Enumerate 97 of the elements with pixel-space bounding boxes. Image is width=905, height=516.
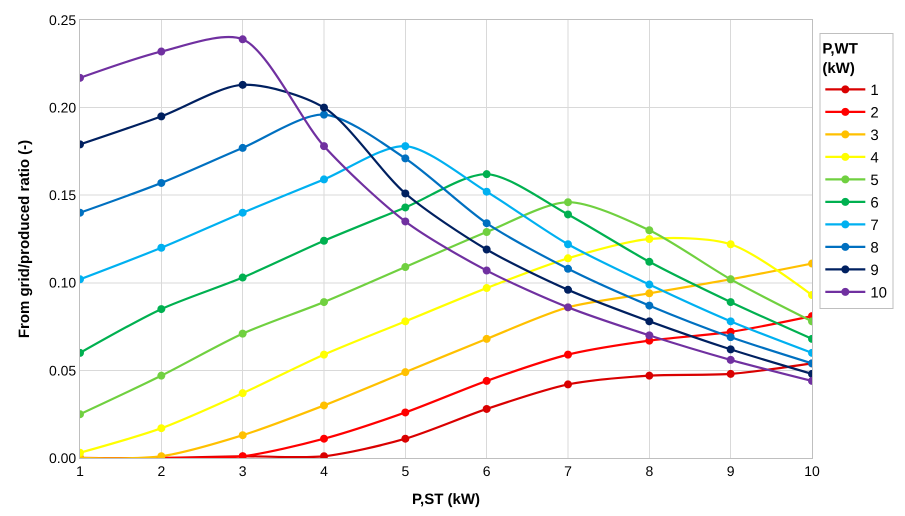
point (238, 80, 247, 89)
legend-label: 7 (870, 217, 879, 234)
point (645, 258, 654, 266)
point (238, 431, 247, 440)
point (482, 219, 491, 228)
x-axis-title: P,ST (kW) (412, 490, 480, 508)
y-axis-title: From grid/produced ratio (-) (16, 140, 34, 338)
point (482, 266, 491, 275)
point (157, 305, 166, 314)
y-tick-label: 0.20 (48, 100, 76, 116)
legend-label: 8 (870, 240, 879, 257)
point (482, 246, 491, 254)
point (726, 333, 735, 342)
point (482, 376, 491, 385)
point (726, 370, 735, 378)
point (401, 263, 410, 272)
point (401, 142, 410, 150)
point (401, 217, 410, 226)
legend-label: 2 (870, 104, 879, 122)
point (645, 226, 654, 234)
point (320, 142, 328, 150)
point (645, 372, 654, 380)
legend-label: 1 (870, 82, 879, 100)
legend-label: 10 (870, 284, 888, 302)
point (157, 244, 166, 252)
point (401, 189, 410, 198)
point (726, 317, 735, 326)
point (401, 154, 410, 162)
x-tick-label: 4 (320, 462, 328, 479)
x-tick-label: 5 (401, 462, 410, 479)
point (320, 104, 328, 112)
point (564, 264, 572, 273)
point (401, 317, 410, 326)
legend-title: P,WT (kW) (822, 40, 858, 78)
point (482, 284, 491, 292)
point (320, 298, 328, 306)
point (157, 48, 166, 56)
point (482, 170, 491, 178)
x-tick-label: 10 (804, 462, 820, 479)
x-tick-label: 6 (482, 462, 491, 479)
point (320, 350, 328, 359)
point (401, 408, 410, 416)
y-tick-label: 0.25 (48, 12, 76, 28)
point (482, 404, 491, 413)
point (238, 144, 247, 152)
point (564, 210, 572, 218)
point (401, 434, 410, 443)
point (726, 240, 735, 248)
point (320, 401, 328, 410)
point (320, 110, 328, 119)
legend-label: 4 (870, 150, 879, 167)
x-tick-label: 7 (564, 462, 572, 479)
point (238, 330, 247, 338)
point (564, 380, 572, 388)
x-tick-label: 8 (645, 462, 654, 479)
point (564, 198, 572, 206)
legend-label: 5 (870, 172, 879, 190)
point (645, 302, 654, 310)
legend-label: 9 (870, 262, 879, 280)
point (320, 236, 328, 245)
point (645, 280, 654, 289)
point (726, 298, 735, 306)
point (157, 178, 166, 187)
y-tick-label: 0.10 (48, 274, 76, 291)
point (564, 254, 572, 262)
point (564, 240, 572, 248)
point (401, 203, 410, 212)
point (238, 274, 247, 282)
legend-label: 3 (870, 127, 879, 144)
x-tick-label: 3 (238, 462, 247, 479)
point (726, 356, 735, 364)
point (645, 331, 654, 340)
point (157, 424, 166, 432)
y-tick-label: 0.00 (48, 450, 76, 466)
point (238, 208, 247, 217)
point (238, 35, 247, 44)
point (401, 368, 410, 376)
x-tick-label: 9 (726, 462, 735, 479)
point (320, 434, 328, 443)
x-tick-label: 1 (76, 462, 84, 479)
legend-label: 6 (870, 194, 879, 212)
point (157, 112, 166, 120)
point (320, 175, 328, 184)
point (482, 228, 491, 236)
point (564, 350, 572, 359)
y-tick-label: 0.05 (48, 362, 76, 378)
point (645, 235, 654, 243)
point (564, 286, 572, 294)
y-tick-label: 0.15 (48, 187, 76, 204)
point (482, 334, 491, 343)
point (645, 289, 654, 298)
x-tick-label: 2 (157, 462, 166, 479)
point (238, 389, 247, 398)
point (645, 317, 654, 326)
point (726, 345, 735, 354)
point (157, 372, 166, 380)
point (482, 188, 491, 196)
